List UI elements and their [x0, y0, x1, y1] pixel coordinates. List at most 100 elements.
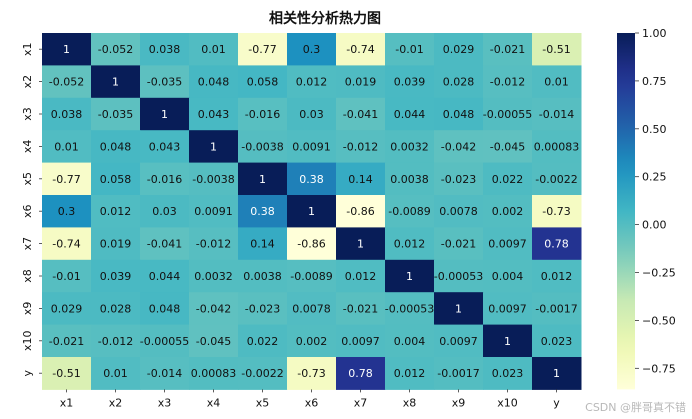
cell-value-label: -0.0022 — [535, 173, 577, 186]
y-tick-label: x7 — [21, 237, 34, 251]
cell-value-label: 0.039 — [100, 270, 132, 283]
x-tick-label: x5 — [256, 396, 270, 409]
cell-value-label: 0.029 — [443, 43, 475, 56]
heatmap-cell — [140, 162, 190, 196]
heatmap-cell — [385, 195, 435, 228]
heatmap-cell — [189, 324, 239, 358]
heatmap-cell — [385, 162, 435, 196]
cell-value-label: 0.002 — [296, 335, 328, 348]
cell-value-label: 0.0038 — [390, 173, 429, 186]
heatmap-cell — [91, 259, 141, 293]
cell-value-label: 0.029 — [51, 302, 83, 315]
cell-value-label: -0.0089 — [388, 205, 430, 218]
heatmap-cell — [336, 33, 386, 66]
cell-value-label: 0.048 — [100, 140, 132, 153]
cell-value-label: -0.045 — [196, 335, 231, 348]
x-axis-labels: x1 x2 x3 x4 x5 x6 x7 x8 x9 x10 y — [60, 389, 560, 409]
cell-value-label: -0.00053 — [385, 302, 434, 315]
heatmap-cell — [532, 357, 582, 390]
cell-value-label: -0.77 — [248, 43, 276, 56]
heatmap-cell — [483, 292, 533, 326]
cell-value-label: -0.51 — [542, 43, 570, 56]
cell-value-label: 0.0097 — [341, 335, 380, 348]
heatmap-cell — [532, 324, 582, 358]
y-tick-label: x1 — [21, 42, 34, 56]
heatmap-cell — [532, 227, 582, 261]
cell-value-label: 0.022 — [247, 335, 279, 348]
heatmap-cell — [336, 292, 386, 326]
cell-value-label: 0.00083 — [534, 140, 580, 153]
x-tick-label: x1 — [60, 396, 74, 409]
heatmap-cell — [532, 97, 582, 131]
cell-value-label: -0.045 — [490, 140, 525, 153]
heatmap-cell — [91, 97, 141, 131]
cell-value-label: 1 — [357, 238, 364, 251]
heatmap-cell — [336, 162, 386, 196]
heatmap-cell — [385, 65, 435, 99]
cell-value-label: 0.048 — [149, 302, 181, 315]
cell-value-label: 0.058 — [247, 76, 279, 89]
x-tick-label: x2 — [109, 396, 123, 409]
heatmap-cell — [336, 227, 386, 261]
heatmap-cell — [483, 259, 533, 293]
cell-value-label: -0.041 — [147, 238, 182, 251]
cell-value-label: 0.0097 — [439, 335, 478, 348]
heatmap-cell — [42, 33, 92, 66]
cell-value-label: 0.00083 — [191, 367, 237, 380]
cell-value-label: 0.3 — [58, 205, 76, 218]
cell-value-label: 0.38 — [299, 173, 324, 186]
cell-value-label: -0.041 — [343, 108, 378, 121]
heatmap-cell — [238, 292, 288, 326]
cell-value-label: -0.052 — [49, 76, 84, 89]
cell-value-label: 0.004 — [394, 335, 426, 348]
cell-value-label: -0.0022 — [241, 367, 283, 380]
heatmap-cell — [336, 65, 386, 99]
heatmap-cell — [483, 324, 533, 358]
colorbar-tick-label: −0.50 — [642, 314, 676, 327]
cell-value-label: -0.052 — [98, 43, 133, 56]
heatmap-cell — [336, 195, 386, 228]
heatmap-cell — [42, 65, 92, 99]
cell-value-label: 0.012 — [296, 76, 328, 89]
cell-value-label: 0.043 — [198, 108, 230, 121]
heatmap-cell — [140, 130, 190, 164]
heatmap-cell — [287, 324, 337, 358]
heatmap-cell — [42, 259, 92, 293]
cell-value-label: -0.012 — [490, 76, 525, 89]
heatmap-cell — [532, 259, 582, 293]
heatmap-cell — [385, 259, 435, 293]
heatmap-cell — [434, 33, 484, 66]
cell-value-label: 0.038 — [149, 43, 181, 56]
cell-value-label: 0.012 — [345, 270, 377, 283]
x-tick-label: x3 — [158, 396, 172, 409]
cell-value-label: 0.03 — [299, 108, 324, 121]
cell-value-label: 0.038 — [51, 108, 83, 121]
cell-value-label: -0.012 — [343, 140, 378, 153]
colorbar-tick-label: 1.00 — [642, 27, 667, 40]
heatmap-cell — [287, 130, 337, 164]
cell-value-label: 0.38 — [250, 205, 275, 218]
heatmap-cell — [42, 97, 92, 131]
cell-value-label: 0.012 — [394, 238, 426, 251]
heatmap-cell — [385, 324, 435, 358]
cell-value-label: 0.004 — [492, 270, 524, 283]
heatmap-cell — [385, 33, 435, 66]
cell-value-label: 0.019 — [100, 238, 132, 251]
cell-value-label: 1 — [406, 270, 413, 283]
cell-value-label: 0.0032 — [194, 270, 233, 283]
cell-value-label: 0.002 — [492, 205, 524, 218]
cell-value-label: 1 — [210, 140, 217, 153]
cell-value-label: -0.51 — [52, 367, 80, 380]
y-tick-label: x5 — [21, 172, 34, 186]
heatmap-cell — [483, 195, 533, 228]
colorbar: 1.00 0.75 0.50 0.25 0.00 −0.25 −0.50 −0.75 — [617, 27, 676, 390]
cell-value-label: 0.14 — [250, 238, 275, 251]
cell-value-label: -0.86 — [346, 205, 374, 218]
heatmap-cell — [140, 227, 190, 261]
heatmap-cell — [434, 65, 484, 99]
cell-value-label: -0.042 — [441, 140, 476, 153]
cell-value-label: -0.016 — [245, 108, 280, 121]
cell-value-label: 0.028 — [443, 76, 475, 89]
heatmap-cell — [140, 324, 190, 358]
cell-value-label: -0.023 — [441, 173, 476, 186]
